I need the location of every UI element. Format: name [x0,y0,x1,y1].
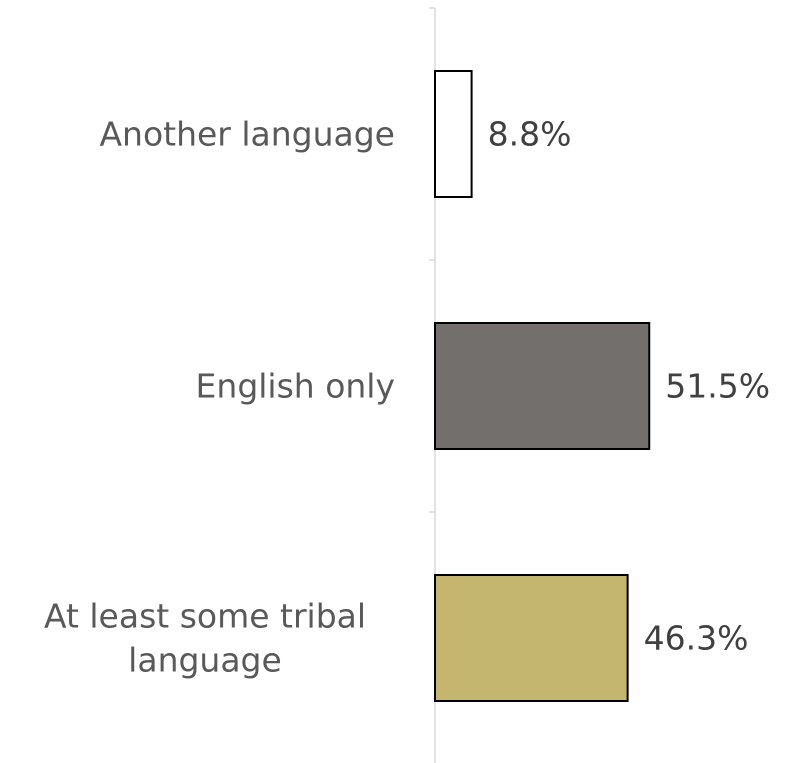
value-label: 8.8% [488,115,572,154]
category-label: Another language [99,115,395,154]
value-label: 51.5% [665,367,770,406]
category-label: language [128,641,282,680]
category-label: English only [196,367,395,406]
bar-2 [434,322,651,450]
value-label: 46.3% [644,619,749,658]
bar-3 [434,574,629,702]
category-label: At least some tribal [44,597,366,636]
bar-1 [434,70,473,198]
